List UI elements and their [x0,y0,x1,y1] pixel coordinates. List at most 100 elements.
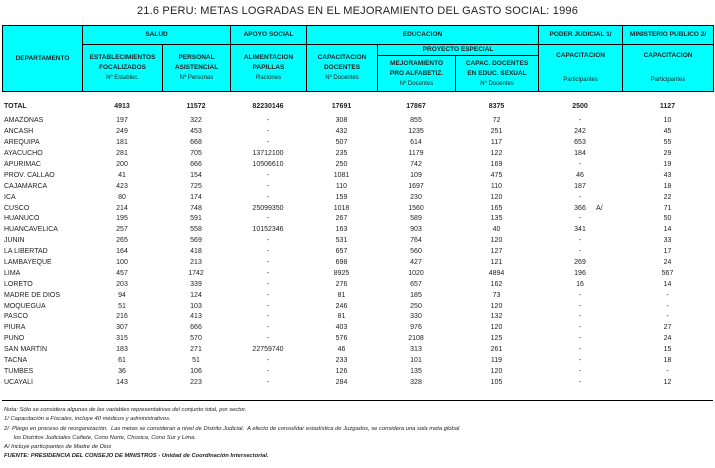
value-cell: 423 [82,181,162,192]
total-row: TOTAL 4913 11572 82230146 17691 17867 8375 2500… [2,99,713,114]
value-cell: 213 [162,258,230,269]
cell-value: 196 [574,269,586,277]
cell-value: 120 [490,324,503,332]
cell-value: 308 [335,117,348,125]
col-label-2: FOCALIZADOS [99,64,146,71]
value-cell: - [538,192,622,203]
cell-value: 249 [116,128,128,136]
cell-value: 1081 [333,171,350,179]
value-cell: 120 [455,301,538,312]
source: FUENTE: PRESIDENCIA DEL CONSEJO DE MINIS… [4,453,269,460]
cell-value: 10152346 [252,226,284,234]
cell-value: 72 [492,117,501,125]
value-cell: 46 [538,170,622,181]
cell-value: 764 [410,237,422,245]
value-cell: 2500 [538,99,622,114]
cell-value: 55 [663,139,672,147]
cell-value: - [266,182,270,190]
cell-value: 855 [410,117,422,125]
value-cell: 328 [377,377,455,388]
value-cell: 216 [82,312,162,323]
value-cell: - [230,170,306,181]
cell-value: - [266,280,270,288]
table-row: JUNIN 265 569 - 531 764 120 - 33 [2,236,713,247]
cell-value: 126 [335,367,348,375]
value-cell: 567 [622,268,713,279]
header-col-7: CAPACITACION Participantes [622,44,715,92]
header-educacion: EDUCACION [306,25,540,45]
value-cell: 27 [622,323,713,334]
cell-value: - [266,128,270,136]
value-cell: 14 [622,225,713,236]
value-cell: 330 [377,312,455,323]
value-cell: 117 [455,138,538,149]
cell-value: 507 [335,139,348,147]
value-cell: - [538,377,622,388]
value-cell: 4894 [455,268,538,279]
department-name: PROV. CALLAO [4,171,55,179]
value-cell: 403 [306,323,377,334]
department-cell: TACNA [2,356,82,367]
cell-value: 120 [490,302,503,310]
cell-value: 339 [190,280,202,288]
value-cell: 705 [162,149,230,160]
header-col-3: CAPACITACION DOCENTES Nº Docentes [306,44,379,92]
department-name: LAMBAYEQUE [4,259,52,267]
header-proyecto-especial: PROYECTO ESPECIAL [377,44,540,56]
cell-value: - [266,302,270,310]
department-name: LORETO [4,280,33,288]
value-cell: 657 [377,279,455,290]
value-cell: 576 [306,334,377,345]
value-cell: 223 [162,377,230,388]
value-cell: 143 [82,377,162,388]
value-cell: 14 [622,279,713,290]
cell-value: 61 [118,357,126,365]
cell-value: 271 [190,346,202,354]
cell-value: 11572 [186,102,206,110]
cell-value: 1018 [333,204,350,212]
cell-value: 164 [116,248,128,256]
value-cell: - [230,214,306,225]
cell-value: 261 [490,346,503,354]
value-cell: 570 [162,334,230,345]
cell-value: - [578,248,582,256]
value-cell: 22 [622,192,713,203]
cell-value: 46 [576,171,584,179]
value-cell: 531 [306,236,377,247]
cell-value: 1560 [408,204,424,212]
col-label-2: PRO ALFABETIZ. [389,69,444,77]
department-cell: CUSCO [2,203,82,214]
note-2-cont: los Distritos Judiciales Cañete, Cono No… [4,434,197,441]
value-cell: - [230,366,306,377]
cell-value: 432 [335,128,348,136]
cell-value: 1742 [188,269,204,277]
value-cell: 36 [82,366,162,377]
col-label: PERSONAL [178,54,215,61]
value-cell: 257 [82,225,162,236]
cell-value: - [266,335,270,343]
cell-value: 41 [118,171,126,179]
value-cell: - [538,345,622,356]
col-label-2: ASISTENCIAL [174,64,219,71]
value-cell: - [230,236,306,247]
value-cell: 126 [306,366,377,377]
cell-value: 135 [410,367,422,375]
cell-value: - [666,367,669,375]
cell-value: - [578,378,582,386]
department-name: TUMBES [4,367,34,375]
cell-value: 14 [663,226,672,234]
cell-value: 4913 [114,102,130,110]
cell-value: 614 [410,139,422,147]
value-cell: 164 [82,247,162,258]
value-cell: - [622,301,713,312]
cell-value: 143 [116,378,128,386]
value-cell: 82230146 [230,99,306,114]
value-cell: - [230,116,306,127]
cell-value: 22759740 [252,346,284,354]
cell-value: - [266,313,270,321]
cell-value: 73 [492,291,501,299]
value-cell: 10 [622,116,713,127]
value-cell: 976 [377,323,455,334]
cell-value: 10506610 [252,161,284,168]
department-name: JUNIN [4,237,25,245]
